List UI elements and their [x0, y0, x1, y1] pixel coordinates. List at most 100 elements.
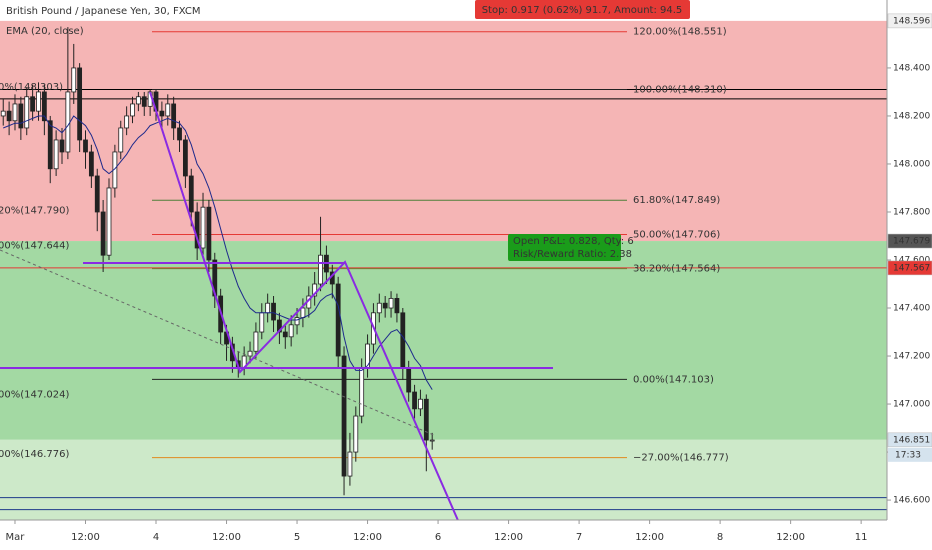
candle-body	[294, 317, 300, 326]
candle-body	[376, 302, 382, 314]
stop-zone	[0, 20, 887, 242]
title: British Pound / Japanese Yen, 30, FXCM	[6, 6, 201, 17]
price-tag	[887, 233, 932, 249]
candle-body	[200, 206, 206, 249]
fib-label: −27.00%(146.777)	[633, 453, 729, 464]
price-tag-label: 146.851	[893, 435, 930, 445]
fib-label: 38.20%(147.564)	[633, 264, 720, 275]
target-zone	[0, 439, 887, 520]
candle-body	[171, 103, 177, 129]
candle-body	[88, 151, 94, 177]
candle-body	[65, 91, 71, 153]
candle-body	[312, 283, 318, 297]
candle-body	[53, 139, 59, 170]
price-tag	[887, 13, 932, 29]
candle-body	[418, 398, 423, 410]
candle-body	[282, 331, 288, 338]
y-tick-label: 147.800	[893, 207, 930, 217]
candle-body	[165, 103, 171, 117]
x-tick-label: 8	[717, 532, 723, 543]
stop-box	[475, 0, 690, 19]
x-tick-label: 12:00	[494, 532, 523, 543]
candle-body	[18, 103, 24, 129]
candle-body	[206, 206, 212, 261]
x-tick-label: 12:00	[635, 532, 664, 543]
x-tick-label: 12:00	[212, 532, 241, 543]
candle-body	[429, 439, 435, 442]
price-tag-label: 148.596	[893, 16, 930, 26]
candle-body	[406, 367, 412, 393]
indicator: EMA (20, close)	[6, 26, 84, 37]
rr-label: Risk/Reward Ratio: 2.38	[513, 249, 632, 260]
candle-body	[182, 139, 188, 177]
candle-body	[341, 355, 347, 477]
fib-label: 50.00%(147.706)	[633, 230, 720, 241]
candle-body	[0, 110, 6, 117]
candle-body	[124, 115, 130, 129]
candle-body	[83, 139, 88, 153]
candle-body	[365, 343, 370, 369]
fib-label: 00%(147.644)	[0, 240, 69, 251]
candle-body	[188, 175, 194, 213]
candle-body	[59, 139, 65, 153]
candle-body	[359, 367, 365, 417]
x-tick-label: 4	[153, 532, 159, 543]
fib-label: 00%(146.776)	[0, 449, 69, 460]
candle-body	[265, 302, 271, 314]
y-tick-label: 146.600	[893, 496, 930, 506]
y-tick-label: 148.400	[893, 63, 930, 73]
candle-body	[247, 350, 253, 357]
candle-body	[177, 127, 182, 141]
candle-body	[24, 96, 30, 129]
x-tick-label: 12:00	[71, 532, 100, 543]
candle-body	[353, 415, 359, 453]
candle-body	[118, 127, 124, 153]
candle-body	[318, 254, 323, 285]
y-tick-label: 147.000	[893, 400, 930, 410]
x-tick-label: 7	[576, 532, 582, 543]
candle-body	[159, 110, 165, 117]
candle-body	[135, 96, 141, 105]
y-tick-label: 147.400	[893, 304, 930, 314]
price-tag-label: 147.679	[893, 237, 930, 247]
candle-body	[394, 298, 400, 314]
drawings	[0, 91, 553, 520]
fib-label: 00%(147.024)	[0, 389, 69, 400]
candle-body	[412, 391, 417, 410]
candle-body	[130, 103, 135, 117]
pnl-box	[508, 234, 621, 262]
candle-body	[271, 302, 276, 321]
candle-body	[382, 302, 388, 309]
fib-label: 0%(148.303)	[0, 82, 63, 93]
candle-body	[36, 91, 41, 112]
y-tick-label: 147.200	[893, 352, 930, 362]
candle-body	[288, 324, 294, 338]
y-tick-label: 148.000	[893, 159, 930, 169]
fib-label: 120.00%(148.551)	[633, 27, 727, 38]
plot-area: 120.00%(148.551) 100.00%(148.310) 61.80%(1…	[0, 20, 887, 520]
price-tag	[887, 432, 932, 448]
countdown-box	[888, 447, 932, 462]
x-tick-label: 12:00	[353, 532, 382, 543]
fib-label: 100.00%(148.310)	[633, 85, 727, 96]
candle-body	[100, 211, 106, 256]
x-tick-label: 6	[435, 532, 441, 543]
y-tick-label: 147.600	[893, 256, 930, 266]
candle-body	[12, 103, 18, 122]
stop-label: Stop: 0.917 (0.62%) 91.7, Amount: 94.5	[482, 5, 683, 16]
candle-body	[41, 91, 47, 122]
price-tag	[887, 260, 932, 276]
candle-body	[300, 307, 306, 319]
x-tick-label: 5	[294, 532, 300, 543]
x-tick-label: Mar	[6, 532, 26, 543]
candle-body	[47, 120, 53, 170]
pnl-label: Open P&L: 0.828, Qty: 6	[513, 236, 634, 247]
candle-body	[423, 398, 429, 441]
candle-body	[106, 187, 112, 256]
candle-body	[253, 331, 259, 352]
candle-body	[388, 298, 394, 309]
candle-body	[77, 67, 83, 141]
y-tick-label: 148.200	[893, 111, 930, 121]
profit-zone	[0, 241, 887, 440]
